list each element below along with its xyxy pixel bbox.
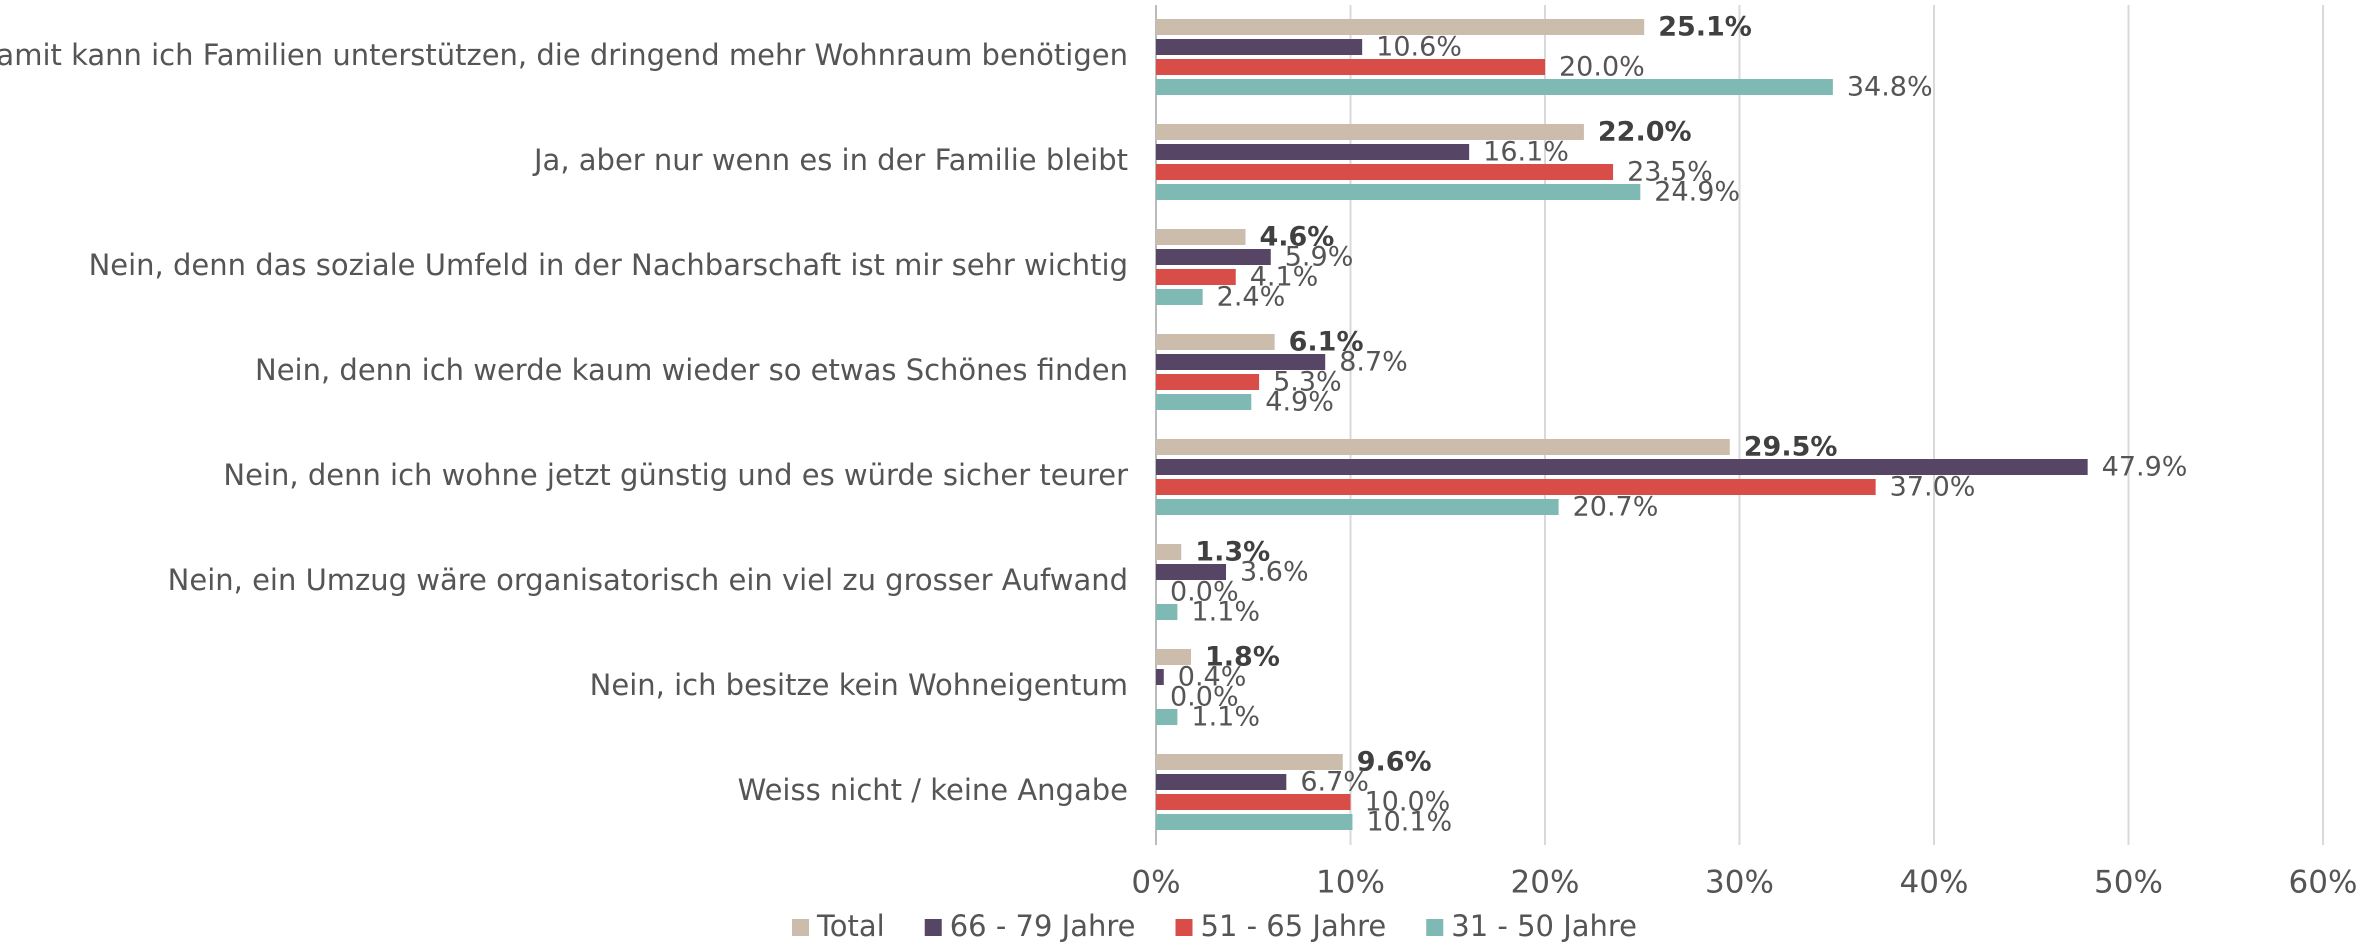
bar [1156,794,1351,810]
bar [1156,439,1730,455]
bar [1156,649,1192,665]
value-label: 20.0% [1559,52,1645,83]
bar [1156,124,1584,140]
bar [1156,564,1227,580]
value-label: 20.7% [1573,492,1659,523]
bar [1156,669,1164,685]
x-tick-label: 40% [1900,865,1969,901]
bar [1156,19,1645,35]
bar [1156,709,1178,725]
x-tick-label: 60% [2289,865,2358,901]
value-label: 8.7% [1339,347,1408,378]
value-label: 10.0% [1365,787,1451,818]
category-label: Nein, denn das soziale Umfeld in der Nac… [89,248,1128,282]
value-label: 25.1% [1658,12,1752,43]
value-label: 5.9% [1285,242,1354,273]
category-label: Ja, aber nur wenn es in der Familie blei… [532,143,1128,177]
value-label: 1.3% [1195,537,1270,568]
legend-label: 31 - 50 Jahre [1451,909,1637,943]
bar [1156,479,1876,495]
bar [1156,604,1178,620]
value-label: 6.1% [1289,327,1364,358]
bar [1156,39,1363,55]
bar [1156,144,1470,160]
value-label: 10.6% [1376,32,1462,63]
x-tick-label: 50% [2094,865,2163,901]
legend-label: 51 - 65 Jahre [1201,909,1387,943]
value-label: 23.5% [1627,157,1713,188]
value-label: 4.1% [1250,262,1319,293]
value-label: 16.1% [1483,137,1569,168]
value-label: 24.9% [1654,177,1740,208]
value-label: 37.0% [1890,472,1976,503]
value-label: 4.9% [1265,387,1334,418]
legend-swatch [1175,919,1193,936]
bar [1156,814,1353,830]
bar [1156,334,1275,350]
bar [1156,79,1833,95]
value-label: 4.6% [1259,222,1334,253]
value-label: 34.8% [1847,72,1933,103]
bar [1156,774,1287,790]
bar [1156,499,1559,515]
value-label: 22.0% [1598,117,1692,148]
value-label: 3.6% [1240,557,1309,588]
bar [1156,184,1641,200]
value-label: 0.0% [1170,682,1239,713]
bar [1156,289,1203,305]
value-label: 5.3% [1273,367,1342,398]
bar [1156,459,2088,475]
value-label: 0.0% [1170,577,1239,608]
x-tick-label: 30% [1705,865,1774,901]
x-tick-label: 20% [1511,865,1580,901]
bar [1156,754,1343,770]
bar [1156,394,1252,410]
category-label: Weiss nicht / keine Angabe [738,773,1128,807]
x-tick-label: 0% [1131,865,1180,901]
bar [1156,164,1614,180]
category-label: Nein, ein Umzug wäre organisatorisch ein… [168,563,1128,597]
value-label: 0.4% [1178,662,1247,693]
bar [1156,354,1326,370]
x-tick-label: 10% [1316,865,1385,901]
legend-swatch [924,919,942,936]
bar [1156,374,1260,390]
bar [1156,229,1246,245]
category-label: Ja, damit kann ich Familien unterstützen… [0,38,1128,72]
value-label: 1.1% [1191,702,1260,733]
value-label: 1.8% [1205,642,1280,673]
category-label: Nein, denn ich werde kaum wieder so etwa… [255,353,1128,387]
value-label: 29.5% [1744,432,1838,463]
value-label: 6.7% [1300,767,1369,798]
bar [1156,59,1545,75]
value-label: 9.6% [1357,747,1432,778]
legend-label: 66 - 79 Jahre [950,909,1136,943]
value-label: 47.9% [2102,452,2188,483]
bar [1156,269,1236,285]
value-label: 1.1% [1191,597,1260,628]
category-label: Nein, ich besitze kein Wohneigentum [590,668,1128,702]
value-label: 10.1% [1366,807,1452,838]
legend-swatch [1426,919,1444,936]
bar [1156,249,1271,265]
legend-label: Total [816,909,885,943]
category-label: Nein, denn ich wohne jetzt günstig und e… [223,458,1128,492]
value-label: 2.4% [1217,282,1286,313]
legend-swatch [792,919,809,936]
bar [1156,544,1182,560]
